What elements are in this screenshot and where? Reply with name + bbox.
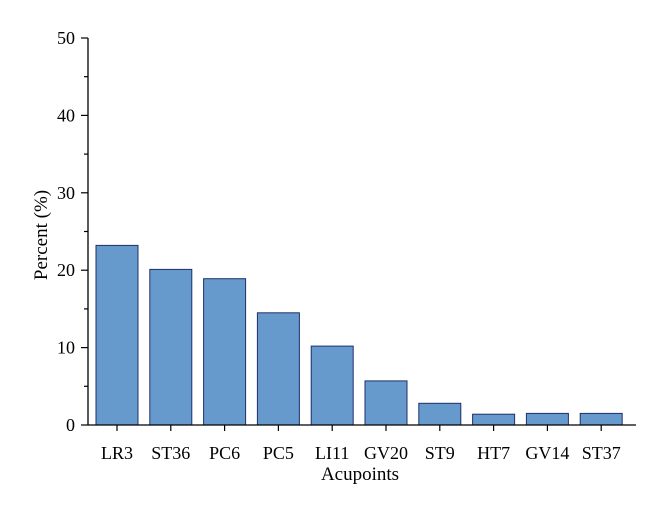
bar-st36 xyxy=(149,268,193,426)
x-tick-label-st9: ST9 xyxy=(425,443,455,463)
x-tick-label-lr3: LR3 xyxy=(101,443,133,463)
x-tick-label-ht7: HT7 xyxy=(477,443,510,463)
x-axis-title: Acupoints xyxy=(321,464,399,485)
y-tick-label: 10 xyxy=(57,338,75,358)
y-tick-label: 0 xyxy=(66,415,75,435)
y-axis-title: Percent (%) xyxy=(31,190,52,280)
x-tick-label-pc6: PC6 xyxy=(209,443,240,463)
bar-gv14 xyxy=(525,412,569,426)
y-tick-label: 50 xyxy=(57,28,75,48)
bar-lr3 xyxy=(95,244,139,426)
bar-st37 xyxy=(579,412,623,426)
x-tick-label-st37: ST37 xyxy=(582,443,621,463)
bar-st9 xyxy=(418,402,462,426)
y-tick-label: 30 xyxy=(57,183,75,203)
y-axis: 0 10 20 30 40 50 xyxy=(57,28,89,435)
x-tick-label-li11: LI11 xyxy=(315,443,349,463)
bar-pc6 xyxy=(203,278,247,426)
x-tick-label-st36: ST36 xyxy=(151,443,190,463)
x-axis: LR3 ST36 PC6 PC5 LI11 GV20 ST9 HT7 GV14 ST37 xyxy=(88,424,636,463)
bar-gv20 xyxy=(364,380,408,426)
bars-group xyxy=(95,244,623,426)
x-tick-label-pc5: PC5 xyxy=(263,443,294,463)
y-tick-label: 40 xyxy=(57,105,75,125)
bar-pc5 xyxy=(256,312,300,426)
x-tick-label-gv20: GV20 xyxy=(364,443,408,463)
bar-ht7 xyxy=(472,413,516,426)
bar-li11 xyxy=(310,345,354,426)
y-tick-label: 20 xyxy=(57,260,75,280)
x-tick-label-gv14: GV14 xyxy=(525,443,569,463)
